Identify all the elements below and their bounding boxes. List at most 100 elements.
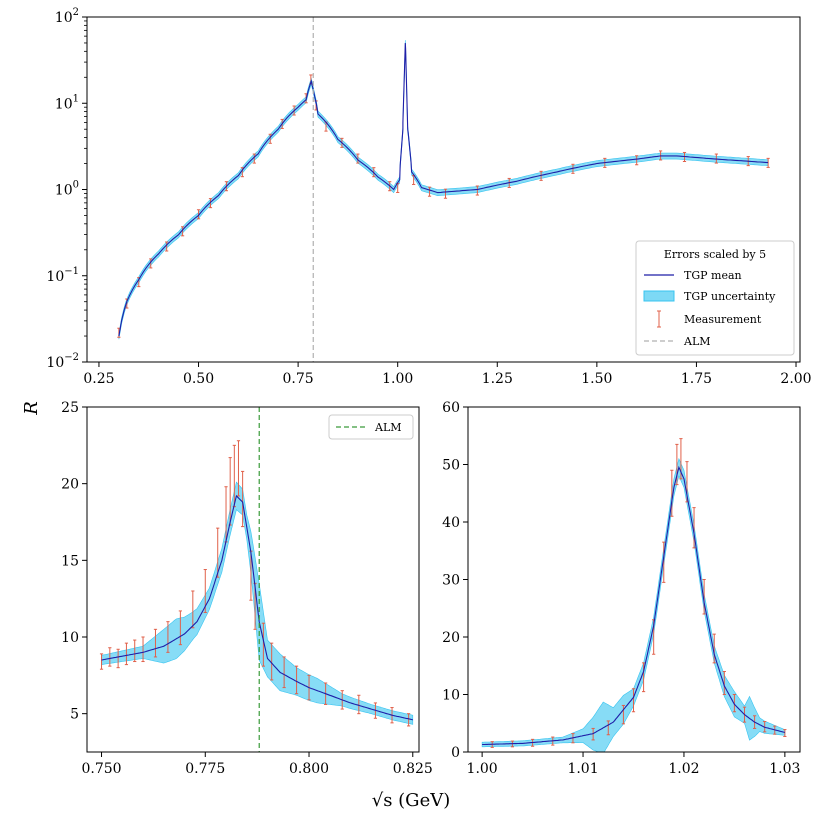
y-tick-label: 10−2 [46,352,79,371]
y-tick-label: 0 [451,745,460,761]
measurement-point [357,694,361,715]
x-axis-label: √s (GeV) [372,790,451,811]
y-tick-label: 101 [55,93,79,112]
measurement-point [591,727,595,741]
measurement-point [208,198,213,209]
omega-y-ticks: 5 10 15 20 25 [61,400,87,723]
y-tick-label: 10 [61,630,79,646]
measurement-point [180,226,185,237]
legend-mean-label: TGP mean [684,269,742,282]
x-tick-label: 1.00 [382,371,413,387]
phi-panel: 1.00 1.01 1.02 1.03 0 10 20 30 40 50 60 [442,400,801,777]
overview-y-ticks: 10−2 10−1 100 101 102 [46,7,87,371]
x-tick-label: 1.02 [668,761,699,777]
legend-band-swatch [643,290,675,302]
x-tick-label: 1.01 [567,761,598,777]
y-tick-label: 30 [442,573,460,589]
measurement-point [722,671,726,695]
y-tick-label: 10 [442,688,460,704]
x-tick-label: 0.750 [81,761,121,777]
phi-mean-line [482,465,786,746]
measurement-point [270,642,274,681]
omega-legend-alm-label: ALM [374,421,402,434]
measurement-point [108,647,112,667]
overview-mean-line [118,42,769,337]
x-tick-label: 0.25 [83,371,114,387]
measurement-point [692,507,696,549]
measurement-point [261,622,265,667]
x-tick-label: 1.75 [681,371,712,387]
overview-legend: Errors scaled by 5 TGP mean TGP uncertai… [635,240,795,356]
br-mean-path [482,465,786,746]
top-mean-path [118,42,769,337]
phi-y-ticks: 0 10 20 30 40 50 60 [442,400,468,761]
measurement-point [166,621,170,653]
y-tick-label: 60 [442,400,460,416]
measurement-point [133,639,137,663]
y-axis-label: R [21,401,42,416]
legend-alm-label: ALM [683,335,711,348]
measurement-point [606,720,610,736]
phi-measurements [490,438,787,748]
x-tick-label: 0.50 [183,371,214,387]
measurement-point [475,185,479,196]
x-tick-label: 1.00 [467,761,498,777]
measurement-point [282,656,286,689]
x-tick-label: 0.75 [283,371,314,387]
measurement-point [356,153,360,164]
y-tick-label: 20 [442,630,460,646]
measurement-point [99,653,104,670]
omega-mean-line [101,494,413,721]
measurement-point [165,241,169,252]
legend-measurement-label: Measurement [684,313,762,326]
x-tick-label: 1.03 [769,761,800,777]
measurement-point [702,579,706,615]
measurement-point [149,258,153,269]
x-tick-label: 1.50 [581,371,612,387]
measurement-point [641,662,646,693]
y-tick-label: 100 [55,180,79,199]
legend-title: Errors scaled by 5 [664,248,766,261]
omega-x-ticks: 0.750 0.775 0.800 0.825 [81,752,433,777]
phi-x-ticks: 1.00 1.01 1.02 1.03 [467,752,800,777]
measurement-point [766,157,770,168]
x-tick-label: 2.00 [780,371,811,387]
omega-legend-box [328,414,414,440]
measurement-point [443,188,448,199]
measurement-point [621,704,626,725]
y-tick-label: 50 [442,458,460,474]
omega-frame [86,406,420,753]
bl-mean-path [101,494,413,721]
measurement-point [712,633,716,664]
measurement-point [294,665,299,695]
omega-legend: ALM [328,414,414,440]
measurement-point [407,713,411,727]
x-tick-label: 0.775 [185,761,225,777]
measurement-point [732,694,737,713]
measurement-point [268,133,272,144]
measurement-point [252,153,256,164]
y-tick-label: 15 [61,553,79,569]
y-tick-label: 20 [61,477,79,493]
y-tick-label: 10−1 [46,266,79,285]
measurement-point [241,470,245,528]
measurement-point [662,541,666,583]
x-tick-label: 0.825 [393,761,433,777]
measurement-point [631,688,636,713]
measurement-point [783,729,787,737]
measurement-point [635,155,639,166]
y-tick-label: 25 [61,400,79,416]
measurement-point [124,642,129,666]
x-tick-label: 1.25 [482,371,513,387]
omega-measurements [99,440,411,727]
overview-panel: 0.25 0.50 0.75 1.00 1.25 1.50 1.75 2.00 10−210−… [46,7,811,387]
measurement-point [196,209,201,220]
measurement-point [670,469,674,517]
measurement-point [675,443,679,486]
legend-box [635,240,795,356]
y-tick-label: 102 [55,7,79,26]
measurement-point [141,636,145,663]
overview-x-ticks: 0.25 0.50 0.75 1.00 1.25 1.50 1.75 2.00 [83,362,812,387]
measurement-point [236,440,241,497]
